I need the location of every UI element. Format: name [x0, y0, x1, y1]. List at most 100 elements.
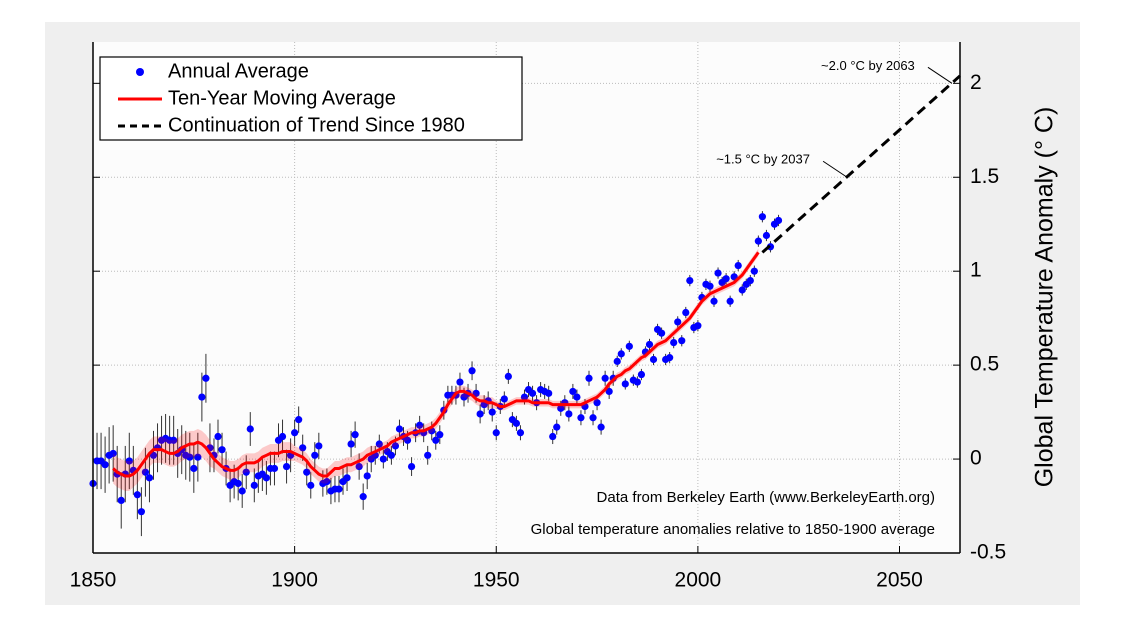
legend-box	[99, 56, 523, 141]
data-point	[472, 389, 480, 397]
data-point	[202, 374, 210, 382]
data-point	[323, 478, 331, 486]
data-point	[545, 389, 553, 397]
x-tick-label: 2050	[876, 569, 923, 592]
source-note: Data from Berkeley Earth (www.BerkeleyEa…	[597, 489, 935, 506]
data-point	[730, 273, 738, 281]
data-point	[504, 372, 512, 381]
y-axis-label: Global Temperature Anomaly (° C)	[1031, 107, 1059, 488]
x-tick-label: 2000	[675, 569, 722, 592]
data-point	[391, 442, 400, 450]
data-point	[315, 442, 323, 450]
legend-label: Continuation of Trend Since 1980	[168, 114, 465, 136]
data-point	[198, 393, 206, 401]
data-point	[686, 276, 694, 285]
data-point	[674, 318, 682, 326]
x-tick-label: 1900	[271, 569, 318, 592]
data-point	[666, 354, 674, 362]
data-point	[585, 374, 593, 382]
trend-line	[761, 74, 961, 254]
data-point	[645, 340, 654, 349]
data-point	[549, 432, 557, 441]
data-point	[516, 429, 525, 437]
data-point	[190, 464, 198, 473]
data-point	[589, 414, 597, 422]
baseline-note: Global temperature anomalies relative to…	[531, 521, 935, 538]
data-point	[186, 453, 194, 461]
data-point	[335, 485, 343, 493]
data-point	[436, 431, 444, 439]
data-point	[407, 462, 416, 471]
data-point	[637, 370, 646, 379]
data-point	[375, 440, 383, 448]
annotation-leader	[822, 160, 848, 178]
data-point	[597, 423, 605, 431]
data-point	[262, 474, 270, 482]
y-tick-label: 2	[970, 71, 982, 94]
y-tick-label: 1.5	[970, 165, 999, 188]
data-point	[746, 276, 754, 285]
data-point	[403, 436, 412, 444]
data-point	[351, 431, 359, 439]
data-point	[194, 453, 202, 461]
data-point	[625, 342, 633, 350]
data-point	[722, 275, 730, 283]
data-point	[387, 451, 396, 459]
data-point	[137, 508, 145, 516]
legend-label: Annual Average	[168, 60, 309, 82]
data-point	[242, 468, 250, 476]
data-point	[569, 387, 577, 396]
data-point	[694, 322, 702, 330]
annotation-leader	[927, 66, 953, 84]
data-point	[726, 297, 734, 305]
data-point	[734, 261, 742, 270]
data-point	[621, 380, 629, 388]
data-point	[706, 282, 714, 290]
data-point	[682, 308, 690, 317]
data-point	[101, 461, 109, 469]
data-point	[500, 395, 508, 403]
data-point	[149, 451, 158, 459]
annotation: ~2.0 °C by 2063	[821, 58, 915, 73]
data-point	[670, 338, 678, 347]
data-point	[214, 432, 222, 441]
data-point	[456, 378, 464, 386]
data-point	[754, 237, 762, 245]
data-point	[307, 481, 315, 489]
data-point	[492, 429, 500, 437]
data-point	[557, 404, 565, 412]
data-point	[347, 440, 355, 448]
x-tick-label: 1850	[70, 569, 117, 592]
data-point	[355, 462, 363, 471]
legend: Annual Average Ten-Year Moving Average Con…	[99, 56, 523, 141]
data-point	[601, 374, 609, 382]
data-point	[613, 357, 621, 365]
data-point	[750, 267, 758, 275]
data-point	[311, 451, 319, 459]
data-point	[117, 496, 125, 504]
data-point	[468, 367, 476, 375]
x-tick-label: 1950	[473, 569, 520, 592]
plot	[89, 74, 961, 537]
data-point	[363, 472, 371, 480]
data-point	[714, 269, 722, 277]
data-point	[577, 414, 585, 422]
legend-symbol	[136, 68, 144, 76]
data-point	[133, 491, 141, 499]
data-point	[617, 350, 625, 358]
data-point	[303, 468, 311, 476]
data-point	[476, 410, 484, 418]
y-tick-label: 0	[970, 447, 982, 470]
y-tick-label: 0.5	[970, 353, 999, 376]
data-point	[109, 449, 117, 458]
annotation: ~1.5 °C by 2037	[716, 152, 810, 167]
data-point	[432, 436, 440, 444]
data-point	[395, 425, 404, 433]
data-point	[738, 286, 746, 294]
data-point	[250, 481, 258, 489]
data-point	[270, 464, 279, 473]
data-point	[758, 213, 767, 221]
data-point	[246, 425, 254, 433]
data-point	[553, 423, 561, 431]
